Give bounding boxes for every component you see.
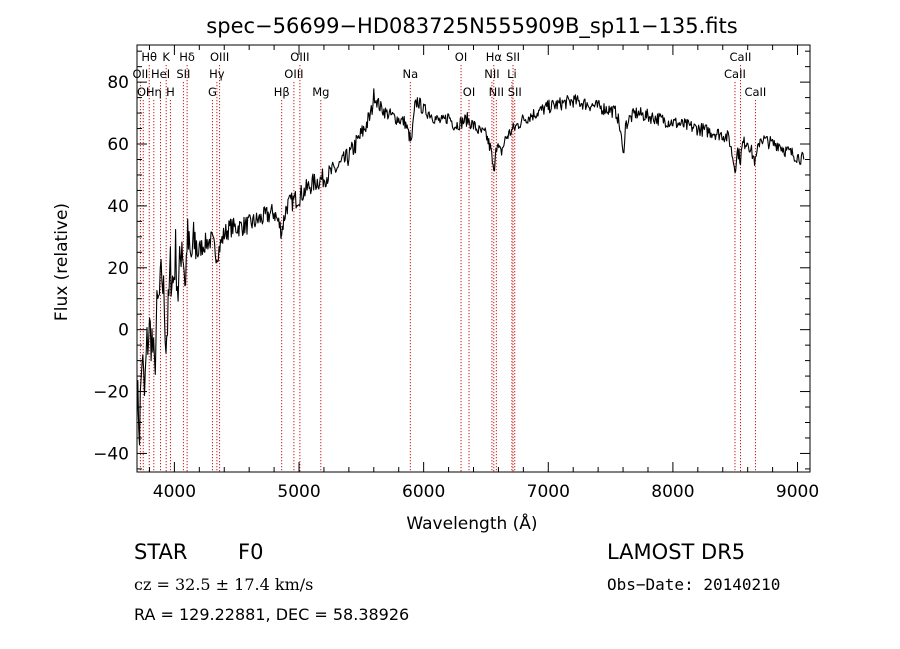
spectral-line-label: Hγ	[209, 67, 225, 81]
y-axis: −40 −20 0 20 40 60 80	[93, 50, 810, 470]
spectral-line-label: G	[208, 85, 217, 99]
y-tick-label: 20	[107, 259, 129, 279]
x-tick-label: 9000	[776, 482, 819, 502]
coordinates: RA = 129.22881, DEC = 58.38926	[134, 605, 409, 624]
x-tick-label: 8000	[651, 482, 694, 502]
spectral-line-label: Na	[402, 67, 418, 81]
spectral-line-label: CaII	[724, 67, 746, 81]
redshift-cz: cz = 32.5 ± 17.4 km/s	[134, 575, 313, 594]
spectral-line-label: Hθ	[141, 50, 157, 64]
spectral-line-label: OI	[137, 85, 149, 99]
y-tick-label: −20	[93, 383, 129, 403]
spectral-line-label: OIII	[290, 50, 309, 64]
x-tick-label: 7000	[527, 482, 570, 502]
spectral-line-label: Hδ	[179, 50, 195, 64]
x-tick-label: 5000	[277, 482, 320, 502]
spectral-line-label: Li	[507, 67, 517, 81]
y-tick-label: 60	[107, 135, 129, 155]
y-tick-label: −40	[93, 444, 129, 464]
spectral-line-label: OI	[455, 50, 467, 64]
spectrum-line	[136, 88, 805, 446]
survey-label: LAMOST DR5	[607, 540, 745, 564]
spectral-line-label: SII	[176, 67, 190, 81]
spectral-line-label: CaII	[730, 50, 752, 64]
spectral-line-label: Hα	[486, 50, 503, 64]
info-panel: STAR F0 LAMOST DR5 cz = 32.5 ± 17.4 km/s…	[134, 540, 780, 624]
spectral-line-markers	[139, 65, 756, 472]
spectral-line-label: NII	[484, 67, 499, 81]
x-tick-label: 6000	[402, 482, 445, 502]
object-class: STAR	[134, 540, 187, 564]
y-tick-label: 0	[118, 321, 129, 341]
spectral-line-label: OIII	[210, 50, 229, 64]
spectral-line-label: H	[166, 85, 175, 99]
plot-title: spec−56699−HD083725N555909B_sp11−135.fit…	[206, 14, 737, 39]
spectral-line-label: OI	[463, 85, 475, 99]
spectral-line-label: SII	[508, 85, 522, 99]
x-tick-label: 4000	[153, 482, 196, 502]
y-tick-label: 80	[107, 73, 129, 93]
obs-date: Obs−Date: 20140210	[607, 575, 780, 594]
spectral-line-label: K	[162, 50, 170, 64]
spectral-line-label: Mg	[312, 85, 329, 99]
x-axis: 4000 5000 6000 7000 8000 9000	[148, 45, 819, 502]
spectral-line-label: OIII	[284, 67, 303, 81]
spectral-line-label: NII	[489, 85, 504, 99]
x-axis-title: Wavelength (Å)	[406, 512, 537, 534]
spectral-line-label: OII	[132, 67, 148, 81]
y-tick-label: 40	[107, 197, 129, 217]
y-axis-title: Flux (relative)	[52, 203, 72, 321]
spectral-line-label: Hη	[146, 85, 162, 99]
spectral-line-label: Hβ	[274, 85, 290, 99]
spectral-line-label: SII	[506, 50, 520, 64]
plot-frame	[136, 44, 811, 473]
spectral-line-label: HeI	[151, 67, 170, 81]
spectral-line-label: CaII	[744, 85, 766, 99]
object-subclass: F0	[238, 540, 263, 564]
